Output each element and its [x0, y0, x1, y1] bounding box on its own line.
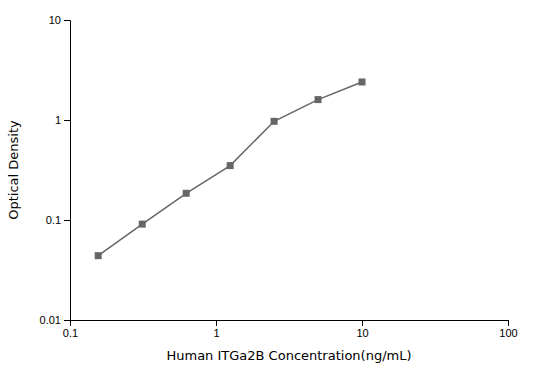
- tick: 1: [55, 114, 70, 126]
- tick-mark: [508, 320, 509, 326]
- tick: 100: [499, 320, 517, 339]
- tick-label: 0.1: [63, 327, 78, 339]
- marker: [227, 162, 234, 169]
- tick-label: 10: [49, 14, 61, 26]
- x-axis-title: Human ITGa2B Concentration(ng/mL): [166, 348, 411, 363]
- tick: 1: [213, 320, 219, 339]
- marker: [315, 96, 322, 103]
- tick-mark: [362, 320, 363, 326]
- marker: [271, 118, 278, 125]
- y-axis: 0.01 0.1 1 10: [40, 14, 71, 326]
- plot: 0.11101000.010.1110: [40, 14, 518, 339]
- y-axis-title: Optical Density: [6, 120, 21, 220]
- marker: [139, 221, 146, 228]
- tick-mark: [64, 120, 70, 121]
- tick-label: 10: [356, 327, 368, 339]
- tick: 0.1: [46, 214, 70, 226]
- marker: [95, 252, 102, 259]
- tick: 10: [49, 14, 70, 26]
- chart: 0.11101000.010.1110Human ITGa2B Concentr…: [0, 0, 533, 372]
- x-axis: 0.1 1 10 100: [63, 320, 518, 339]
- tick-label: 100: [499, 327, 517, 339]
- marks: [95, 78, 366, 259]
- tick-mark: [64, 220, 70, 221]
- axis-line: [71, 321, 509, 327]
- tick-label: 0.1: [46, 214, 61, 226]
- tick: 0.1: [63, 320, 78, 339]
- tick-mark: [216, 320, 217, 326]
- tick-label: 0.01: [40, 314, 61, 326]
- tick-label: 1: [213, 327, 219, 339]
- tick-label: 1: [55, 114, 61, 126]
- tick-mark: [64, 320, 70, 321]
- tick: 0.01: [40, 314, 70, 326]
- marker: [183, 190, 190, 197]
- tick: 10: [356, 320, 368, 339]
- line: [98, 82, 362, 256]
- axis-line: [64, 21, 71, 321]
- marker: [359, 78, 366, 85]
- tick-mark: [64, 20, 70, 21]
